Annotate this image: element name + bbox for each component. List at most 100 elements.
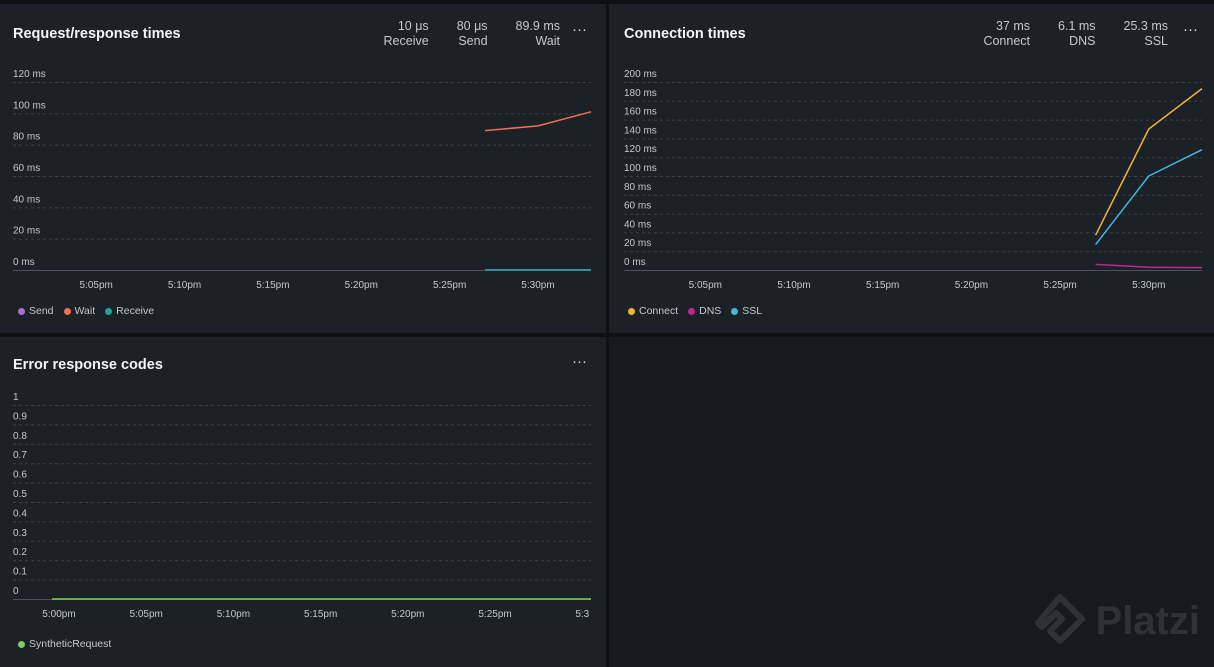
x-tick-label: 5:05pm (689, 280, 722, 291)
legend-dot-icon (18, 307, 25, 315)
y-tick-label: 120 ms (624, 144, 657, 155)
series-line-connect[interactable] (1094, 88, 1203, 236)
chart-legend: Send Wait Receive (18, 305, 154, 317)
legend-label: Send (29, 305, 54, 317)
series-line-dns[interactable] (1095, 263, 1203, 269)
y-tick-label: 0 ms (13, 257, 35, 268)
more-options-button[interactable]: ··· (1183, 21, 1198, 38)
stat-label: Receive (383, 34, 429, 48)
stat-label: DNS (1069, 34, 1096, 48)
platzi-logo-icon (1034, 594, 1085, 644)
panel-title: Connection times (624, 26, 746, 42)
legend-dot-icon (18, 640, 25, 648)
x-tick-label: 5:25pm (433, 280, 466, 291)
y-tick-label: 160 ms (624, 107, 657, 118)
y-tick-label: 0.4 (13, 508, 27, 519)
legend-label: SyntheticRequest (29, 638, 112, 650)
legend-item-send[interactable]: Send (18, 305, 54, 317)
legend-dot-icon (731, 307, 739, 315)
y-tick-label: 0.7 (13, 450, 27, 461)
stat-label: Connect (983, 34, 1031, 48)
y-tick-label: 0.6 (13, 470, 27, 481)
platzi-watermark: Platzi (1032, 593, 1200, 649)
y-tick-label: 20 ms (13, 226, 40, 237)
y-tick-label: 0.8 (13, 431, 27, 442)
legend-label: Wait (74, 305, 96, 317)
stat-label: Send (458, 34, 488, 48)
error-response-chart: 0 0.1 0.2 0.3 0.4 0.5 0.6 0.7 0.8 0.9 1 5:00pm 5:05p… (13, 392, 591, 620)
request-response-chart: 0 ms 20 ms 40 ms 60 ms 80 ms 100 ms 120 ms 5:05… (13, 69, 592, 291)
legend-item-connect[interactable]: Connect (628, 305, 678, 317)
x-tick-label: 5:20pm (955, 280, 988, 291)
legend-dot-icon (63, 307, 71, 315)
y-tick-label: 100 ms (13, 100, 46, 111)
x-tick-label: 5:15pm (866, 280, 899, 291)
legend-item-syntheticrequest[interactable]: SyntheticRequest (18, 638, 111, 650)
x-tick-label: 5:10pm (777, 280, 810, 291)
panel-title: Request/response times (13, 26, 181, 42)
stat-dns: 6.1 ms DNS (1058, 19, 1096, 49)
more-options-button[interactable]: ··· (572, 353, 587, 370)
legend-dot-icon (628, 307, 635, 315)
stat-value: 37 ms (995, 19, 1031, 33)
stat-connect: 37 ms Connect (983, 19, 1030, 49)
stat-wait: 89.9 ms Wait (516, 19, 560, 49)
legend-label: Connect (639, 305, 679, 317)
legend-dot-icon (688, 307, 696, 315)
x-tick-label: 5:10pm (217, 609, 250, 620)
stat-value: 89.9 ms (515, 19, 560, 33)
empty-panel: Platzi (609, 337, 1214, 667)
y-tick-label: 1 (13, 392, 19, 403)
x-tick-label: 5:15pm (256, 280, 289, 291)
x-tick-label: 5:3 (575, 609, 589, 620)
y-tick-label: 180 ms (624, 88, 657, 99)
y-tick-label: 40 ms (13, 194, 40, 205)
stat-ssl: 25.3 ms SSL (1124, 19, 1168, 49)
legend-item-wait[interactable]: Wait (63, 305, 96, 317)
connection-times-panel: Connection times 37 ms Connect 6.1 ms DN… (609, 4, 1214, 333)
more-options-button[interactable]: ··· (572, 21, 587, 38)
x-tick-label: 5:10pm (168, 280, 201, 291)
error-response-panel: Error response codes ··· 0 0.1 0.2 0.3 0.4 0.… (0, 337, 606, 667)
y-tick-label: 0 ms (624, 257, 646, 268)
x-tick-label: 5:30pm (1132, 280, 1165, 291)
y-tick-label: 80 ms (624, 182, 651, 193)
stat-value: 25.3 ms (1123, 19, 1168, 33)
y-tick-label: 40 ms (624, 219, 651, 230)
legend-item-ssl[interactable]: SSL (731, 305, 762, 317)
connection-times-chart: 0 ms 20 ms 40 ms 60 ms 80 ms 100 ms 120 ms 140 … (624, 69, 1203, 291)
y-tick-label: 60 ms (624, 201, 651, 212)
stats-summary: 37 ms Connect 6.1 ms DNS 25.3 ms SSL (983, 19, 1168, 49)
y-tick-label: 0.5 (13, 489, 27, 500)
y-tick-label: 100 ms (624, 163, 657, 174)
y-tick-label: 60 ms (13, 163, 40, 174)
x-tick-label: 5:25pm (1043, 280, 1076, 291)
legend-dot-icon (105, 307, 113, 315)
stat-value: 10 μs (397, 19, 429, 33)
y-tick-label: 0 (13, 586, 19, 597)
stat-receive: 10 μs Receive (384, 19, 429, 49)
stats-summary: 10 μs Receive 80 μs Send 89.9 ms Wait (384, 19, 560, 49)
y-tick-label: 0.9 (13, 411, 27, 422)
legend-label: Receive (116, 305, 155, 317)
x-tick-label: 5:05pm (130, 609, 163, 620)
y-tick-label: 20 ms (624, 238, 651, 249)
y-tick-label: 200 ms (624, 69, 657, 80)
legend-item-receive[interactable]: Receive (105, 305, 154, 317)
stat-label: SSL (1144, 34, 1168, 48)
watermark-text: Platzi (1095, 598, 1200, 643)
stat-value: 6.1 ms (1058, 19, 1096, 33)
x-tick-label: 5:00pm (42, 609, 75, 620)
legend-item-dns[interactable]: DNS (688, 305, 721, 317)
legend-label: SSL (742, 305, 763, 317)
x-tick-label: 5:20pm (391, 609, 424, 620)
series-line-ssl[interactable] (1095, 149, 1203, 246)
stat-label: Wait (535, 34, 560, 48)
y-tick-label: 80 ms (13, 132, 40, 143)
stat-value: 80 μs (456, 19, 488, 33)
series-line-wait[interactable] (484, 111, 592, 132)
x-tick-label: 5:15pm (304, 609, 337, 620)
y-tick-label: 140 ms (624, 125, 657, 136)
y-tick-label: 0.3 (13, 528, 27, 539)
panel-title: Error response codes (13, 357, 163, 373)
